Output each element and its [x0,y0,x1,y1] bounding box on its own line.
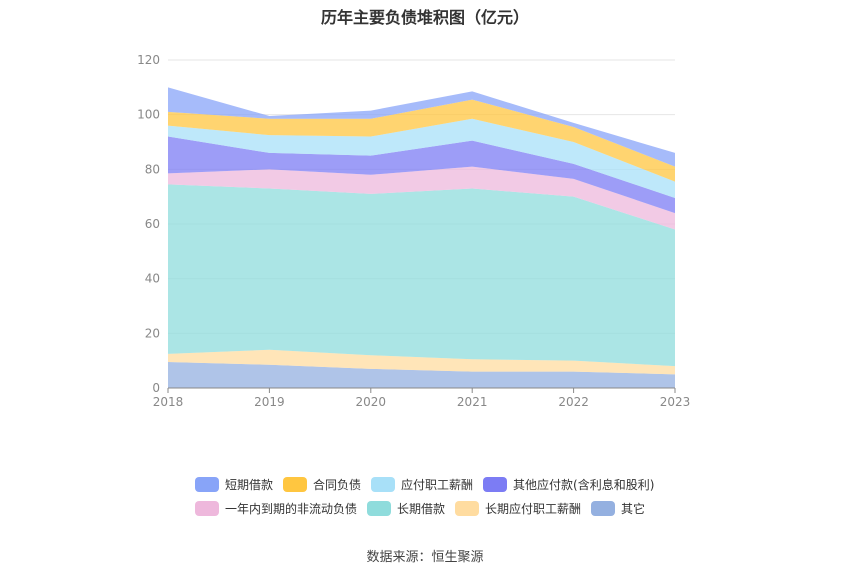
area-series-2 [168,184,675,367]
legend-label: 一年内到期的非流动负债 [225,501,358,516]
y-tick-label: 20 [145,326,160,340]
legend-item[interactable]: 长期借款 [367,500,445,517]
legend-row-2: 一年内到期的非流动负债 长期借款 长期应付职工薪酬 其它 [195,496,675,520]
legend-swatch [371,476,396,492]
area-series-1 [168,349,675,375]
x-tick-label: 2021 [457,395,488,409]
legend-swatch [195,476,219,492]
legend: 短期借款 合同负债 应付职工薪酬 其他应付款(含利息和股利) 一年内到期的非流动负债 长… [195,472,675,520]
y-tick-label: 100 [137,108,160,122]
area-series-4 [168,136,675,214]
y-tick-label: 40 [145,272,160,286]
area-series-3 [168,166,675,230]
legend-label: 应付职工薪酬 [401,477,474,492]
x-tick-label: 2020 [356,395,387,409]
legend-swatch [591,500,616,516]
legend-label: 其他应付款(含利息和股利) [513,477,655,492]
chart-title: 历年主要负债堆积图（亿元） [320,8,529,27]
data-source: 数据来源：恒生聚源 [366,550,484,565]
legend-label: 短期借款 [225,477,274,492]
legend-item[interactable]: 其它 [591,500,645,517]
x-tick-label: 2022 [558,395,589,409]
legend-label: 长期借款 [397,501,446,516]
legend-item[interactable]: 应付职工薪酬 [371,476,473,493]
area-series-7 [168,87,675,167]
legend-item[interactable]: 一年内到期的非流动负债 [195,500,357,517]
area-series-6 [168,99,675,182]
x-tick-label: 2023 [660,395,691,409]
legend-label: 合同负债 [313,477,362,492]
legend-row-1: 短期借款 合同负债 应付职工薪酬 其他应付款(含利息和股利) [195,472,675,496]
legend-swatch [483,476,508,492]
legend-item[interactable]: 其他应付款(含利息和股利) [483,476,654,493]
legend-swatch [455,500,480,516]
x-tick-label: 2018 [153,395,184,409]
y-tick-label: 60 [145,217,160,231]
legend-swatch [367,500,392,516]
area-series-0 [168,362,675,388]
y-tick-label: 80 [145,162,160,176]
legend-label: 其它 [621,501,646,516]
legend-item[interactable]: 合同负债 [283,476,361,493]
y-tick-label: 0 [152,381,160,395]
legend-label: 长期应付职工薪酬 [485,501,582,516]
x-tick-label: 2019 [254,395,285,409]
legend-swatch [195,500,219,516]
legend-swatch [283,476,308,492]
area-series-5 [168,118,675,199]
y-tick-label: 120 [137,53,160,67]
legend-item[interactable]: 短期借款 [195,476,273,493]
legend-item[interactable]: 长期应付职工薪酬 [455,500,581,517]
